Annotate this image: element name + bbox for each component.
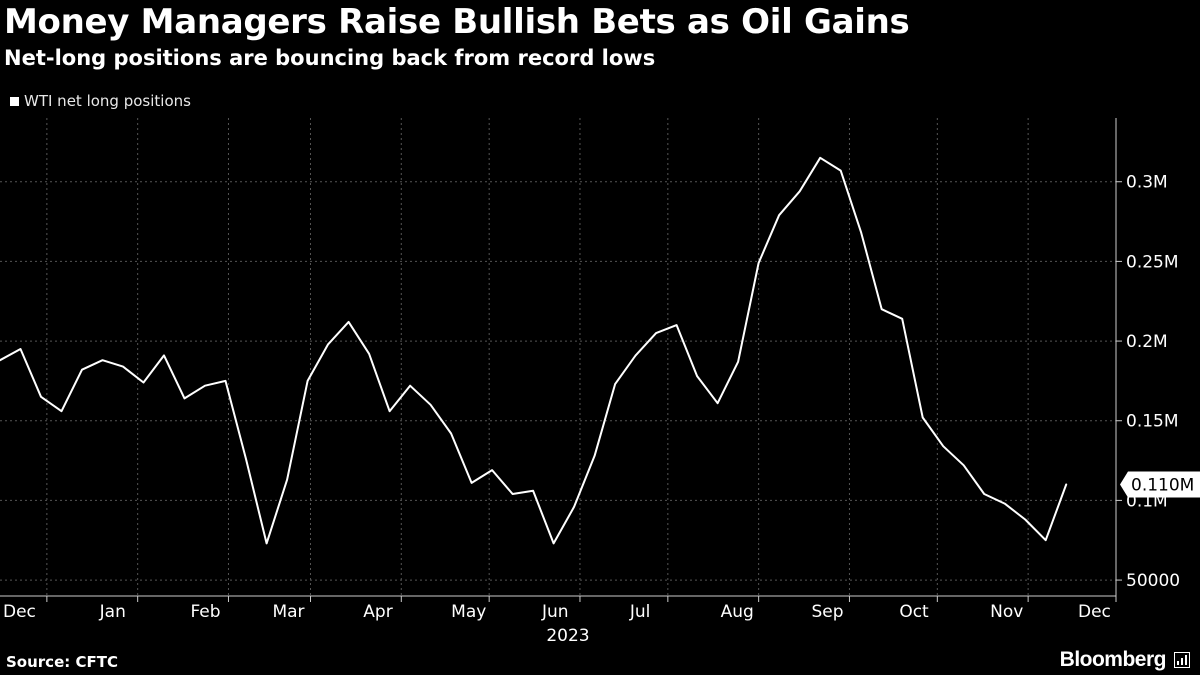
y-tick-label: 0.3M [1126,173,1168,193]
x-tick-label: Apr [363,602,392,622]
x-tick-label: Aug [721,602,754,622]
x-tick-label: Sep [811,602,843,622]
legend: WTI net long positions [10,92,191,110]
last-value-badge [1120,471,1200,498]
x-tick-label: Oct [899,602,929,622]
brand-name: Bloomberg [1059,648,1167,671]
grid [0,118,1117,596]
x-tick-label: Dec [3,602,36,622]
series [0,156,1068,545]
x-tick-label: Mar [272,602,304,622]
year-label: 2023 [546,626,589,646]
x-tick-label: Jul [629,602,651,622]
y-tick-label: 0.15M [1126,412,1179,432]
x-tick-label: Jun [541,602,569,622]
legend-label: WTI net long positions [24,92,191,110]
chart-title: Money Managers Raise Bullish Bets as Oil… [4,2,910,42]
x-tick-label: Feb [190,602,220,622]
x-tick-label: Dec [1078,602,1111,622]
y-tick-label: 0.25M [1126,252,1179,272]
source-note: Source: CFTC [6,653,118,671]
series-line [0,156,1068,545]
axes [0,118,1122,602]
x-tick-label: May [451,602,486,622]
terminal-icon [1174,652,1190,668]
x-tick-label: Jan [99,602,126,622]
y-tick-label: 50000 [1126,571,1180,591]
last-value-label: 0.110M [1131,475,1194,495]
brand: Bloomberg [1060,648,1190,672]
chart-subtitle: Net-long positions are bouncing back fro… [4,46,656,70]
x-tick-label: Nov [990,602,1023,622]
y-tick-label: 0.2M [1126,332,1168,352]
legend-swatch [10,96,19,106]
